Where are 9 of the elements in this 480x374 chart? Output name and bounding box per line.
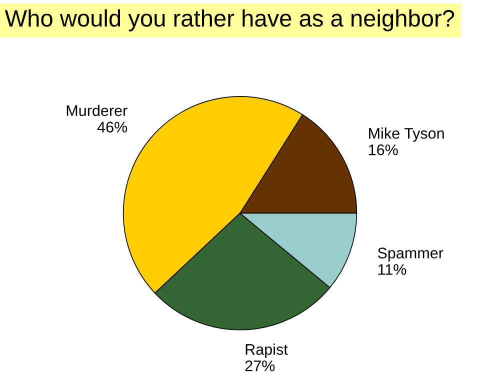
data-label: 27% (245, 360, 275, 372)
slice-label: Spammer (378, 248, 444, 262)
slice-label: Rapist (246, 344, 288, 358)
data-label: 16% (368, 144, 398, 156)
chart-title: Who would you rather have as a neighbor? (4, 9, 454, 32)
data-label: 11% (378, 264, 406, 275)
data-label: 46% (97, 122, 128, 133)
slice-label: Mike Tyson (369, 128, 444, 142)
slice-label: Murderer (66, 104, 128, 116)
